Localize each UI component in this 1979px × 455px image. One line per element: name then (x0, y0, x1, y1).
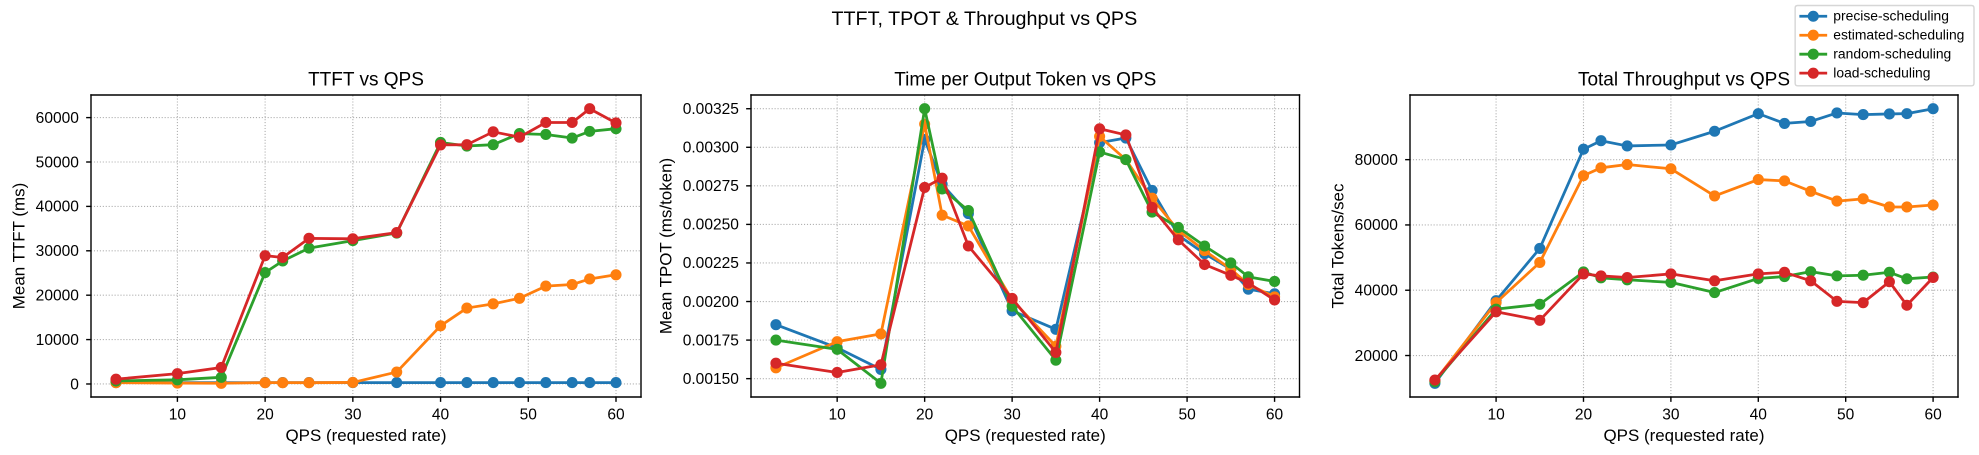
svg-text:40: 40 (1750, 407, 1768, 424)
svg-text:Total Throughput vs QPS: Total Throughput vs QPS (1578, 70, 1790, 91)
svg-text:20: 20 (916, 407, 934, 424)
svg-text:0.00250: 0.00250 (683, 217, 740, 234)
svg-text:60000: 60000 (1355, 217, 1399, 234)
svg-text:40: 40 (432, 407, 450, 424)
svg-text:TTFT vs QPS: TTFT vs QPS (308, 70, 424, 91)
svg-text:estimated-scheduling: estimated-scheduling (1833, 27, 1964, 43)
svg-text:10000: 10000 (36, 332, 80, 349)
svg-text:60: 60 (1924, 407, 1942, 424)
svg-text:0.00225: 0.00225 (683, 255, 739, 272)
svg-text:load-scheduling: load-scheduling (1833, 65, 1930, 81)
svg-text:Total Tokens/sec: Total Tokens/sec (1329, 183, 1348, 308)
svg-text:60000: 60000 (36, 110, 80, 127)
svg-text:50: 50 (520, 407, 538, 424)
svg-text:30000: 30000 (36, 243, 80, 260)
svg-text:10: 10 (169, 407, 187, 424)
svg-text:20000: 20000 (36, 287, 80, 304)
svg-text:30: 30 (1662, 407, 1680, 424)
svg-text:30: 30 (344, 407, 362, 424)
svg-text:QPS (requested rate): QPS (requested rate) (286, 426, 447, 445)
svg-text:Mean TPOT (ms/token): Mean TPOT (ms/token) (656, 158, 675, 334)
svg-text:60: 60 (1266, 407, 1284, 424)
svg-text:10: 10 (829, 407, 847, 424)
svg-text:random-scheduling: random-scheduling (1833, 46, 1951, 62)
svg-text:40: 40 (1091, 407, 1109, 424)
svg-text:40000: 40000 (1355, 283, 1399, 300)
svg-text:TTFT, TPOT & Throughput vs QPS: TTFT, TPOT & Throughput vs QPS (831, 8, 1137, 30)
svg-text:0.00325: 0.00325 (683, 101, 739, 118)
svg-text:50: 50 (1178, 407, 1196, 424)
svg-text:30: 30 (1003, 407, 1021, 424)
svg-text:60: 60 (607, 407, 625, 424)
svg-text:0.00150: 0.00150 (683, 371, 740, 388)
svg-text:Time per Output Token vs QPS: Time per Output Token vs QPS (894, 70, 1156, 91)
svg-text:precise-scheduling: precise-scheduling (1833, 8, 1949, 24)
svg-text:QPS (requested rate): QPS (requested rate) (1604, 426, 1765, 445)
svg-text:20: 20 (1575, 407, 1593, 424)
svg-text:Mean TTFT (ms): Mean TTFT (ms) (10, 183, 29, 309)
svg-text:20000: 20000 (1355, 348, 1399, 365)
svg-text:QPS (requested rate): QPS (requested rate) (945, 426, 1106, 445)
svg-text:0.00300: 0.00300 (683, 140, 740, 157)
svg-text:80000: 80000 (1355, 152, 1399, 169)
svg-text:20: 20 (256, 407, 274, 424)
svg-text:0.00175: 0.00175 (683, 332, 739, 349)
svg-text:50: 50 (1837, 407, 1855, 424)
svg-text:0: 0 (70, 376, 79, 393)
svg-text:0.00275: 0.00275 (683, 178, 739, 195)
svg-text:50000: 50000 (36, 154, 80, 171)
svg-text:10: 10 (1487, 407, 1505, 424)
svg-text:0.00200: 0.00200 (683, 294, 740, 311)
svg-text:40000: 40000 (36, 199, 80, 216)
